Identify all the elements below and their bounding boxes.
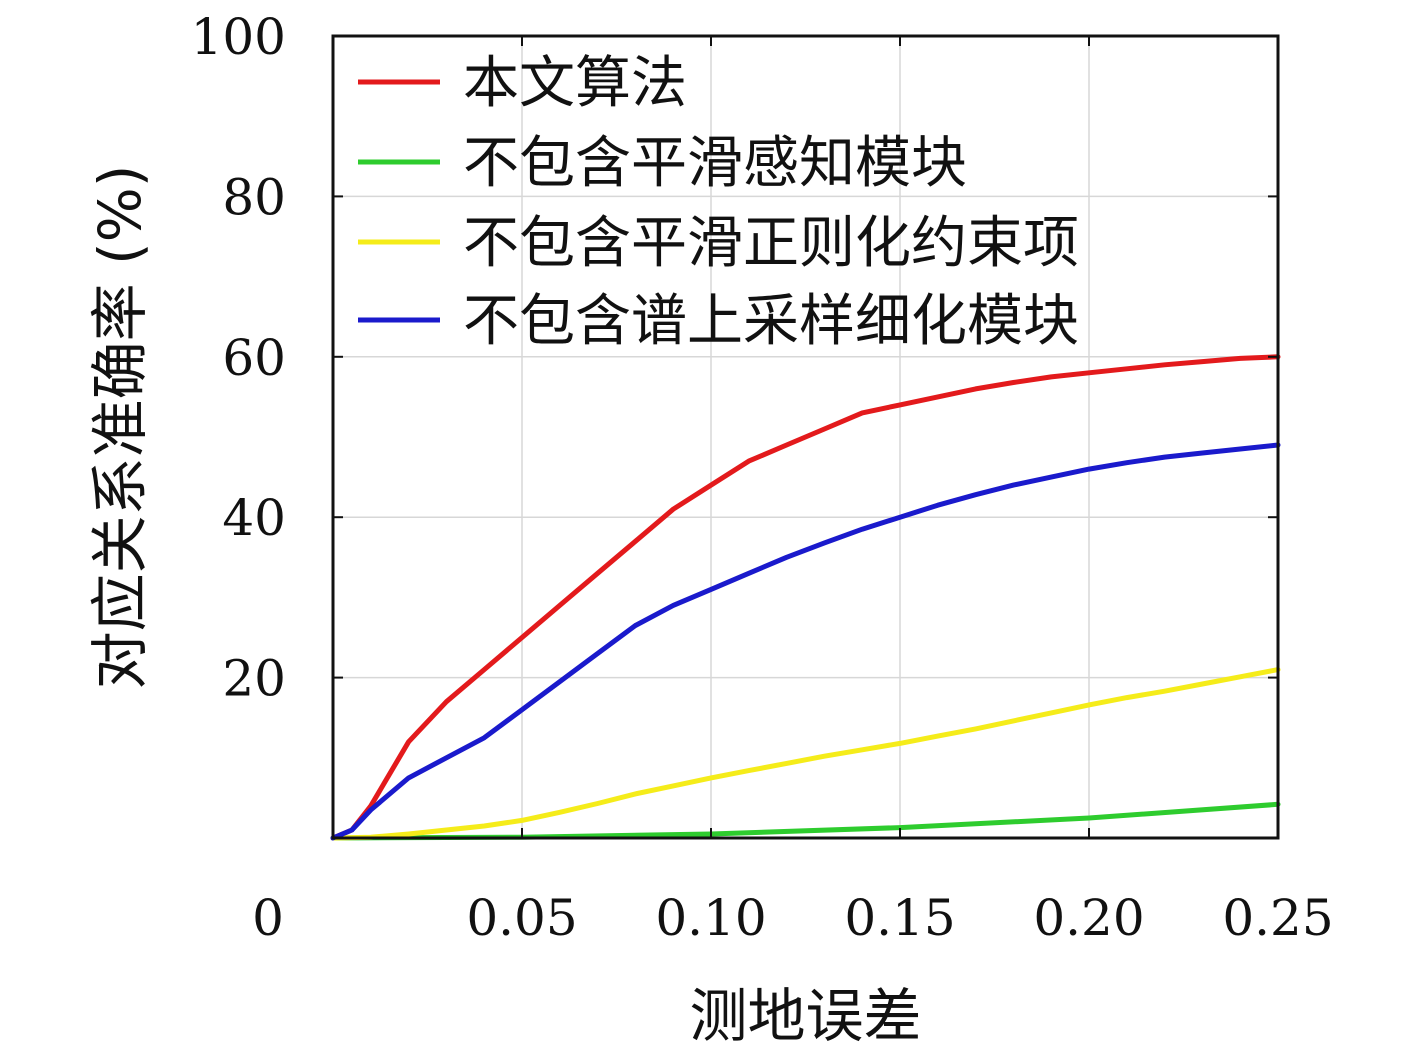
legend-entry: 本文算法 xyxy=(358,51,687,116)
legend-label: 本文算法 xyxy=(463,51,687,116)
y-axis-title: 对应关系准确率 (%) xyxy=(86,165,154,690)
origin-tick-label: 0 xyxy=(252,889,284,947)
legend-entry: 不包含平滑正则化约束项 xyxy=(358,211,1079,276)
legend-entry: 不包含谱上采样细化模块 xyxy=(358,289,1079,354)
x-axis-title: 测地误差 xyxy=(689,982,921,1050)
y-tick-labels: 20 40 60 80 100 xyxy=(191,8,286,708)
series-line-without-smoothness-aware-module xyxy=(330,801,1281,841)
y-tick-label: 100 xyxy=(191,8,286,66)
x-tick-labels: 0.05 0.10 0.15 0.20 0.25 xyxy=(466,889,1333,947)
series-line-without-spectral-upsampling-module xyxy=(330,442,1281,841)
plot-frame xyxy=(331,34,1280,840)
y-tick-label: 60 xyxy=(222,329,286,387)
series-layer xyxy=(330,354,1281,841)
x-tick-label: 0.05 xyxy=(466,889,577,947)
x-tick-label: 0.15 xyxy=(844,889,955,947)
y-tick-label: 20 xyxy=(222,650,286,708)
series-line-proposed-method xyxy=(330,354,1281,841)
y-tick-label: 40 xyxy=(222,489,286,547)
y-tick-label: 80 xyxy=(222,168,286,226)
x-tick-label: 0.20 xyxy=(1033,889,1144,947)
x-tick-label: 0.10 xyxy=(655,889,766,947)
legend: 本文算法 不包含平滑感知模块 不包含平滑正则化约束项 不包含谱上采样细化模块 xyxy=(358,51,1079,354)
legend-label: 不包含平滑感知模块 xyxy=(463,131,967,196)
legend-label: 不包含平滑正则化约束项 xyxy=(463,211,1079,276)
series-line-without-smooth-regularization xyxy=(330,667,1281,841)
tick-marks xyxy=(333,35,1279,838)
legend-entry: 不包含平滑感知模块 xyxy=(358,131,967,196)
x-tick-label: 0.25 xyxy=(1222,889,1333,947)
legend-label: 不包含谱上采样细化模块 xyxy=(463,289,1079,354)
